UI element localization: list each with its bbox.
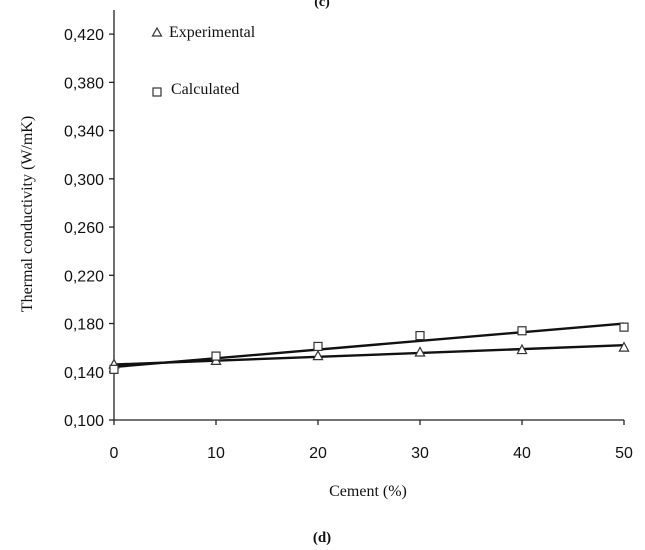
y-tick-label: 0,300 bbox=[64, 172, 104, 189]
triangle-marker-icon bbox=[151, 26, 163, 37]
trendline-square bbox=[113, 322, 625, 369]
x-tick-label: 0 bbox=[110, 445, 119, 462]
square-marker-icon bbox=[152, 87, 162, 97]
x-tick-label: 20 bbox=[309, 445, 327, 462]
x-tick-label: 10 bbox=[207, 445, 225, 462]
y-tick-label: 0,380 bbox=[64, 75, 104, 92]
x-ticks bbox=[113, 420, 625, 425]
x-tick-label: 30 bbox=[411, 445, 429, 462]
data-point-calculated bbox=[211, 351, 221, 361]
trendline-triangle bbox=[113, 344, 625, 366]
y-tick-label: 0,340 bbox=[64, 124, 104, 141]
legend-label-calculated: Calculated bbox=[171, 81, 239, 98]
legend-item-experimental: Experimental bbox=[151, 24, 256, 41]
y-tick-label: 0,260 bbox=[64, 220, 104, 237]
x-axis-label: Cement (%) bbox=[329, 483, 407, 500]
data-markers bbox=[108, 322, 630, 374]
y-tick-label: 0,420 bbox=[64, 27, 104, 44]
x-tick-label: 40 bbox=[513, 445, 531, 462]
data-point-calculated bbox=[517, 326, 527, 336]
trendlines bbox=[113, 322, 625, 369]
y-tick-labels: 0,100 0,140 0,180 0,220 0,260 0,300 0,340 0,380… bbox=[64, 27, 104, 430]
data-point-experimental bbox=[516, 343, 528, 355]
data-point-calculated bbox=[619, 322, 629, 332]
legend: Experimental Calculated bbox=[151, 24, 256, 98]
x-tick-label: 50 bbox=[615, 445, 633, 462]
legend-item-calculated: Calculated bbox=[152, 81, 239, 98]
y-tick-label: 0,100 bbox=[64, 413, 104, 430]
data-point-experimental bbox=[414, 346, 426, 357]
x-tick-labels: 0 10 20 30 40 50 bbox=[110, 445, 633, 462]
data-point-calculated bbox=[313, 341, 323, 352]
y-tick-label: 0,180 bbox=[64, 317, 104, 334]
legend-label-experimental: Experimental bbox=[169, 24, 256, 41]
y-axis-label: Thermal conductivity (W/mK) bbox=[19, 116, 36, 312]
top-label: (c) bbox=[314, 0, 330, 10]
data-point-calculated bbox=[109, 364, 119, 374]
y-tick-label: 0,220 bbox=[64, 268, 104, 285]
data-point-calculated bbox=[415, 330, 425, 341]
data-point-experimental bbox=[312, 349, 324, 361]
data-point-experimental bbox=[618, 341, 630, 352]
figure-caption: (d) bbox=[313, 530, 331, 546]
y-tick-label: 0,140 bbox=[64, 365, 104, 382]
